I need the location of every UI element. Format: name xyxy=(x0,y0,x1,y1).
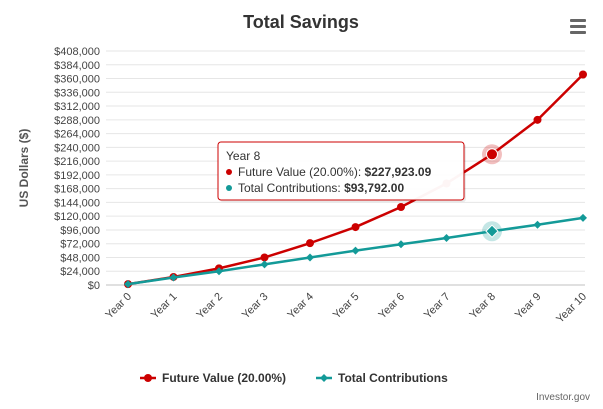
y-tick-label: $0 xyxy=(88,280,100,292)
data-point xyxy=(306,253,314,262)
data-point xyxy=(486,148,498,161)
y-tick-label: $48,000 xyxy=(60,252,100,264)
series-total-contributions xyxy=(124,213,587,289)
y-tick-label: $72,000 xyxy=(60,239,100,251)
y-tick-label: $192,000 xyxy=(54,170,100,182)
y-tick-label: $96,000 xyxy=(60,225,100,237)
data-point xyxy=(579,70,587,79)
x-tick-label: Year 6 xyxy=(376,291,407,322)
data-point xyxy=(397,203,405,211)
y-tick-label: $24,000 xyxy=(60,266,100,278)
y-tick-label: $144,000 xyxy=(54,197,100,209)
data-point xyxy=(351,223,360,232)
data-point xyxy=(533,115,542,124)
y-tick-label: $360,000 xyxy=(54,74,100,86)
chart-title: Total Savings xyxy=(243,12,359,32)
tooltip-line: Future Value (20.00%): $227,923.09 xyxy=(238,165,432,179)
legend: Future Value (20.00%) Total Contributions xyxy=(140,371,448,385)
y-tick-label: $384,000 xyxy=(54,60,100,72)
y-tick-label: $240,000 xyxy=(54,142,100,154)
tooltip-bullet xyxy=(226,185,232,191)
tooltip-line: Total Contributions: $93,792.00 xyxy=(238,181,404,195)
x-tick-label: Year 1 xyxy=(149,291,180,322)
tooltip-value: $227,923.09 xyxy=(365,165,432,179)
x-tick-label: Year 8 xyxy=(467,291,498,322)
legend-item-total-contributions[interactable]: Total Contributions xyxy=(316,371,448,385)
data-point xyxy=(533,220,542,229)
data-point xyxy=(442,233,451,242)
data-point xyxy=(260,260,269,269)
x-tick-label: Year 3 xyxy=(240,291,271,322)
legend-item-future-value[interactable]: Future Value (20.00%) xyxy=(140,371,286,385)
y-axis-label: US Dollars ($) xyxy=(17,129,31,208)
tooltip-box xyxy=(217,141,465,201)
data-point xyxy=(397,240,405,249)
y-tick-label: $216,000 xyxy=(54,156,100,168)
x-tick-label: Year 2 xyxy=(194,291,225,322)
y-tick-label: $336,000 xyxy=(54,87,100,99)
x-tick-label: Year 9 xyxy=(513,291,544,322)
data-point xyxy=(306,239,314,248)
data-point xyxy=(124,280,132,289)
y-tick-label: $408,000 xyxy=(54,46,100,58)
legend-marker xyxy=(144,374,152,382)
legend-label: Future Value (20.00%) xyxy=(162,371,286,385)
data-point xyxy=(215,267,223,276)
tooltip-label: Future Value (20.00%): xyxy=(238,165,365,179)
series-layer xyxy=(124,70,587,289)
x-tick-label: Year 10 xyxy=(554,291,589,326)
x-tick-label: Year 4 xyxy=(285,291,316,322)
tooltip-header: Year 8 xyxy=(226,149,261,163)
x-tick-label: Year 7 xyxy=(422,291,453,322)
y-tick-label: $168,000 xyxy=(54,184,100,196)
data-point xyxy=(169,273,178,282)
x-tick-label: Year 5 xyxy=(331,291,362,322)
y-tick-labels: $0 $24,000 $48,000$72,000 $96,000 $120,000 $1… xyxy=(54,46,100,292)
y-tick-label: $288,000 xyxy=(54,115,100,127)
data-point xyxy=(260,253,269,262)
tooltip-value: $93,792.00 xyxy=(344,181,404,195)
data-point xyxy=(351,246,360,255)
x-tick-label: Year 0 xyxy=(103,291,134,322)
tooltip-label: Total Contributions: xyxy=(238,181,344,195)
legend-label: Total Contributions xyxy=(338,371,448,385)
tooltip-bullet xyxy=(226,169,232,175)
credit-text[interactable]: Investor.gov xyxy=(536,392,590,403)
tooltip: Year 8 Future Value (20.00%): $227,923.09… xyxy=(217,141,466,202)
y-tick-label: $264,000 xyxy=(54,129,100,141)
data-point xyxy=(579,213,587,222)
legend-marker xyxy=(320,374,328,382)
x-tick-labels: Year 0 Year 1 Year 2 Year 3 Year 4 Year 5 Year… xyxy=(103,291,589,326)
data-point xyxy=(485,224,499,238)
hamburger-menu-icon[interactable] xyxy=(565,14,591,38)
y-tick-label: $312,000 xyxy=(54,101,100,113)
y-tick-label: $120,000 xyxy=(54,211,100,223)
